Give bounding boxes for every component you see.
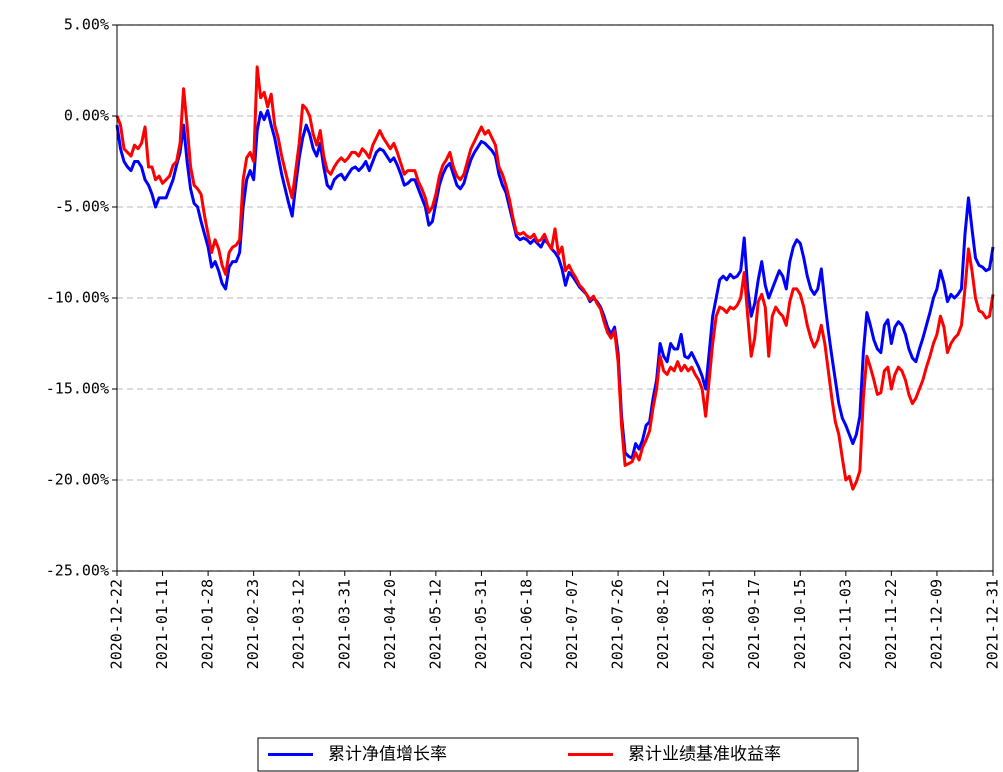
x-tick-label: 2021-03-31 — [335, 579, 353, 669]
x-tick-label: 2021-03-12 — [290, 579, 308, 669]
x-tick-label: 2021-08-31 — [700, 579, 718, 669]
y-tick-label: -15.00% — [46, 380, 109, 398]
series-line — [115, 65, 995, 491]
x-tick-label: 2021-08-12 — [654, 579, 672, 669]
x-tick-label: 2021-12-31 — [984, 579, 1002, 669]
plot-frame — [116, 24, 994, 572]
y-tick-label: -25.00% — [46, 562, 109, 580]
legend-label: 累计业绩基准收益率 — [628, 745, 781, 765]
x-tick-label: 2021-05-12 — [426, 579, 444, 669]
y-tick-label: 0.00% — [64, 107, 109, 125]
x-tick-label: 2021-12-09 — [927, 579, 945, 669]
y-tick-label: -10.00% — [46, 289, 109, 307]
legend-box — [257, 737, 859, 772]
x-tick-label: 2021-02-23 — [244, 579, 262, 669]
y-tick-label: -20.00% — [46, 471, 109, 489]
y-tick-label: 5.00% — [64, 16, 109, 34]
x-tick-label: 2021-09-17 — [745, 579, 763, 669]
x-tick-label: 2021-11-03 — [836, 579, 854, 669]
x-tick-label: 2021-06-18 — [517, 579, 535, 669]
x-tick-label: 2021-05-31 — [472, 579, 490, 669]
x-tick-label: 2021-10-15 — [791, 579, 809, 669]
x-tick-label: 2021-04-20 — [381, 579, 399, 669]
x-tick-label: 2020-12-22 — [108, 579, 126, 669]
legend: 累计净值增长率 累计业绩基准收益率 — [257, 737, 859, 772]
x-tick-label: 2021-11-22 — [882, 579, 900, 669]
x-tick-label: 2021-07-26 — [609, 579, 627, 669]
x-tick-label: 2021-07-07 — [563, 579, 581, 669]
legend-label: 累计净值增长率 — [328, 745, 447, 765]
series-line — [115, 109, 995, 460]
x-tick-label: 2021-01-28 — [199, 579, 217, 669]
y-tick-label: -5.00% — [55, 198, 109, 216]
x-tick-label: 2021-01-11 — [153, 579, 171, 669]
